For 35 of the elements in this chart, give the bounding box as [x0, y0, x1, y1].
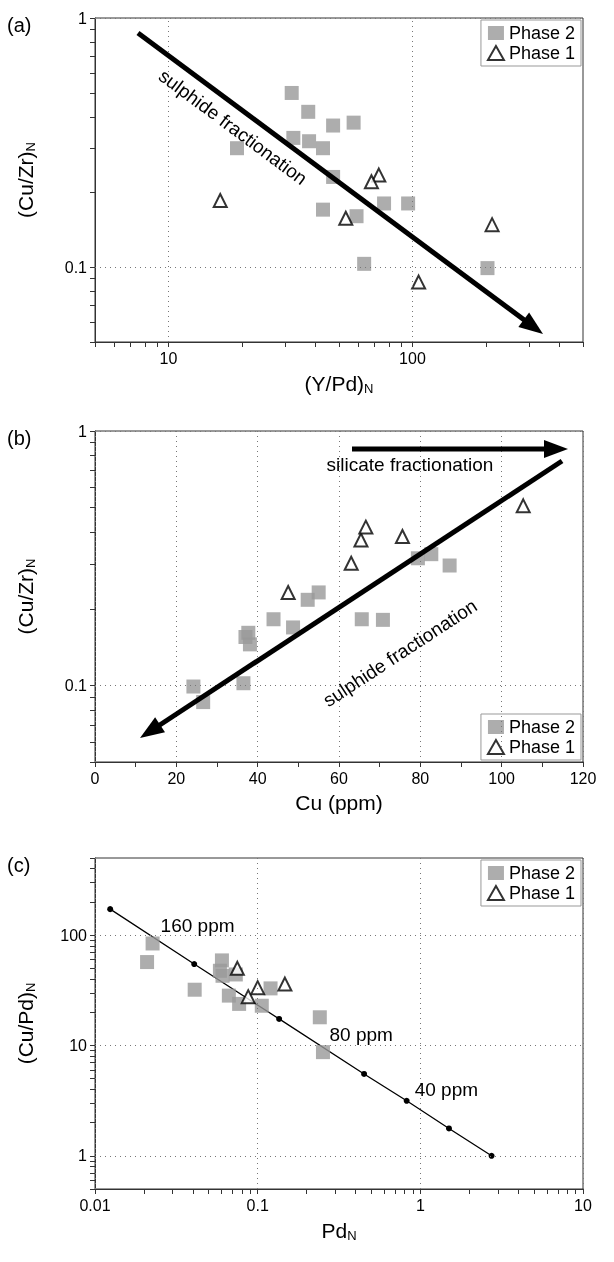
x-tick-label: 100	[488, 769, 516, 787]
x-tick-label: 10	[574, 1196, 592, 1214]
annotation: 160 ppm	[160, 914, 235, 936]
x-tick-label: 60	[330, 769, 348, 787]
legend-label: Phase 1	[508, 43, 576, 63]
y-tick-label: 1	[78, 422, 88, 440]
annotation: silicate fractionation	[326, 453, 494, 475]
chart-title: (b)	[7, 427, 32, 449]
x-axis-title: Cu (ppm)	[295, 791, 383, 814]
x-tick-label: 40	[248, 769, 267, 787]
x-tick-label: 80	[411, 769, 430, 787]
y-axis-title: (Cu/Zr)N	[14, 558, 38, 635]
y-tick-label: 0.1	[64, 258, 88, 276]
y-axis-title: (Cu/Pd)N	[14, 982, 38, 1065]
chart-title: (a)	[7, 14, 32, 36]
x-tick-label: 1	[415, 1196, 425, 1214]
x-tick-label: 120	[569, 769, 597, 787]
x-tick-label: 20	[167, 769, 186, 787]
x-tick-label: 0.01	[79, 1196, 111, 1214]
legend-label: Phase 1	[508, 737, 576, 757]
legend-label: Phase 2	[508, 863, 576, 883]
y-tick-label: 1	[78, 9, 88, 27]
annotation: 40 ppm	[414, 1079, 479, 1101]
legend-label: Phase 2	[508, 23, 576, 43]
x-tick-label: 0.1	[246, 1196, 269, 1214]
y-tick-label: 100	[60, 926, 88, 944]
legend-label: Phase 1	[508, 883, 576, 903]
x-tick-label: 0	[90, 769, 100, 787]
y-tick-label: 0.1	[64, 676, 88, 694]
chart-title: (c)	[7, 854, 31, 876]
annotation: 80 ppm	[329, 1024, 393, 1046]
y-axis-title: (Cu/Zr)N	[14, 142, 38, 218]
y-tick-label: 1	[78, 1147, 88, 1165]
y-tick-label: 10	[69, 1036, 88, 1054]
legend-label: Phase 2	[508, 717, 576, 737]
